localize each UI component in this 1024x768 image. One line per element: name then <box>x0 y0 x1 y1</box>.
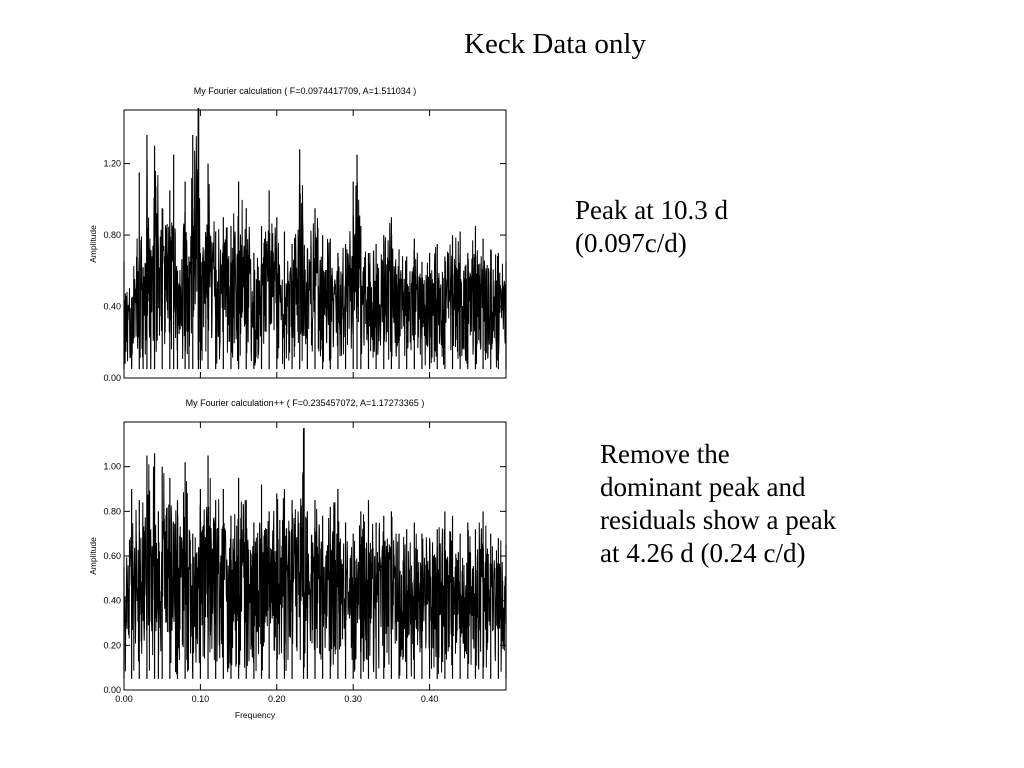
residual-note: Remove the dominant peak and residuals s… <box>600 438 836 570</box>
y-tick-label: 1.00 <box>103 462 121 472</box>
plot-title: My Fourier calculation++ ( F=0.235457072… <box>186 398 425 408</box>
plot-title: My Fourier calculation ( F=0.0974417709,… <box>194 86 416 96</box>
y-tick-label: 0.80 <box>103 506 121 516</box>
residual-note-line-4: at 4.26 d (0.24 c/d) <box>600 538 806 568</box>
x-tick-label: 0.00 <box>115 694 133 704</box>
y-tick-label: 0.40 <box>103 302 121 312</box>
y-axis-label: Amplitude <box>88 225 98 263</box>
residual-note-line-2: dominant peak and <box>600 472 806 502</box>
residual-note-line-1: Remove the <box>600 439 730 469</box>
slide-title: Keck Data only <box>464 28 646 60</box>
x-axis-label: Frequency <box>235 710 276 720</box>
y-tick-label: 0.60 <box>103 551 121 561</box>
x-tick-label: 0.30 <box>344 694 362 704</box>
x-tick-label: 0.10 <box>192 694 210 704</box>
y-tick-label: 1.20 <box>103 159 121 169</box>
peak-note: Peak at 10.3 d (0.097c/d) <box>575 194 728 260</box>
x-tick-label: 0.40 <box>421 694 439 704</box>
y-tick-label: 0.20 <box>103 640 121 650</box>
plot-frame <box>123 109 507 379</box>
y-tick-label: 0.00 <box>103 685 121 695</box>
peak-note-line-1: Peak at 10.3 d <box>575 195 728 225</box>
x-tick-label: 0.20 <box>268 694 286 704</box>
y-axis-label: Amplitude <box>88 537 98 575</box>
y-tick-label: 0.40 <box>103 596 121 606</box>
residual-note-line-3: residuals show a peak <box>600 505 837 535</box>
y-tick-label: 0.80 <box>103 230 121 240</box>
y-tick-label: 0.00 <box>103 373 121 383</box>
peak-note-line-2: (0.097c/d) <box>575 228 687 258</box>
